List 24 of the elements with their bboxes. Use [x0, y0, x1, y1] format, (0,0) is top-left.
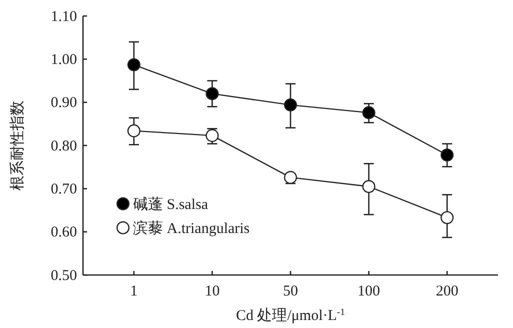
point — [206, 87, 219, 100]
y-tick-label: 0.90 — [50, 95, 77, 112]
x-tick-label: 200 — [436, 284, 458, 300]
x-tick-label: 1 — [130, 284, 138, 300]
x-tick-label: 50 — [283, 284, 298, 300]
x-axis-title: Cd 处理/μmol·L$^{-1}$ — [236, 306, 346, 324]
point — [440, 148, 454, 162]
legend-label: 碱蓬 S.salsa — [133, 196, 208, 213]
point — [362, 106, 376, 120]
x-tick-label: 10 — [204, 284, 220, 300]
y-tick-label: 1.10 — [50, 8, 77, 25]
y-tick-label: 0.50 — [50, 268, 77, 284]
y-axis-title: 根系耐性指数 — [9, 100, 26, 190]
point — [127, 124, 140, 138]
x-tick-label: 100 — [358, 284, 380, 300]
legend-label: 滨藜 A.triangularis — [133, 220, 250, 237]
point — [127, 58, 140, 72]
y-tick-label: 0.80 — [50, 138, 77, 154]
point — [362, 180, 376, 194]
point — [284, 98, 298, 112]
y-tick-label: 0.70 — [50, 181, 77, 198]
point — [440, 211, 454, 224]
y-tick-label: 1.00 — [50, 52, 77, 68]
y-tick-label: 0.60 — [50, 224, 77, 241]
